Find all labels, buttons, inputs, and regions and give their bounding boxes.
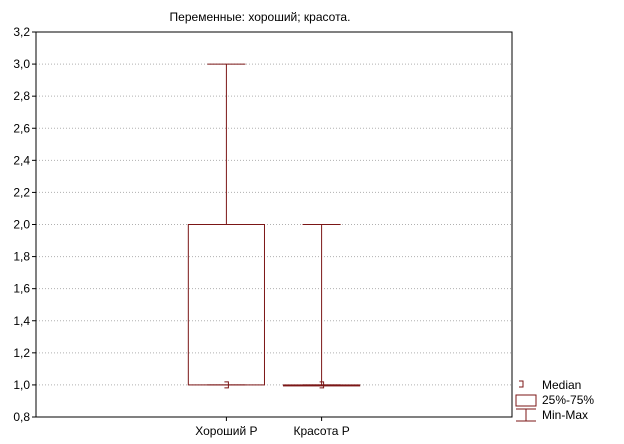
y-tick-label: 2,8 [13,89,30,103]
y-tick-label: 1,6 [13,282,30,296]
y-tick-label: 1,4 [13,314,30,328]
y-tick-label: 2,4 [13,153,30,167]
legend: Median 25%-75% Min-Max [515,378,594,422]
median-marker [224,381,229,389]
legend-median-symbol [519,380,524,388]
legend-whisker-symbol [516,408,536,422]
box-1 [187,63,265,389]
chart-title: Переменные: хороший; красота. [170,10,351,24]
median-marker [319,381,325,389]
y-tick-label: 1,2 [13,346,30,360]
x-tick-label: Красота Р [293,424,349,438]
y-tick-label: 2,0 [13,218,30,232]
boxes [187,63,361,389]
y-tick-label: 3,0 [13,57,30,71]
y-axis: 0,8 1,0 1,2 1,4 1,6 1,8 2,0 2,2 2,4 2,6 2,8 3,0 3,2 [13,25,36,424]
x-tick-label: Хороший Р [195,424,257,438]
x-axis: Хороший Р Красота Р [195,417,350,438]
box-2 [283,224,361,389]
y-tick-label: 0,8 [13,410,30,424]
legend-box-label: 25%-75% [542,393,594,407]
iqr-box [187,224,265,386]
grid-lines [36,63,512,386]
legend-whisker-label: Min-Max [542,408,588,422]
y-tick-label: 2,2 [13,185,30,199]
legend-median-label: Median [542,378,581,392]
y-tick-label: 1,8 [13,250,30,264]
y-tick-label: 2,6 [13,121,30,135]
legend-box-symbol [515,394,537,407]
y-tick-label: 1,0 [13,378,30,392]
y-tick-label: 3,2 [13,25,30,39]
iqr-box [283,384,361,387]
